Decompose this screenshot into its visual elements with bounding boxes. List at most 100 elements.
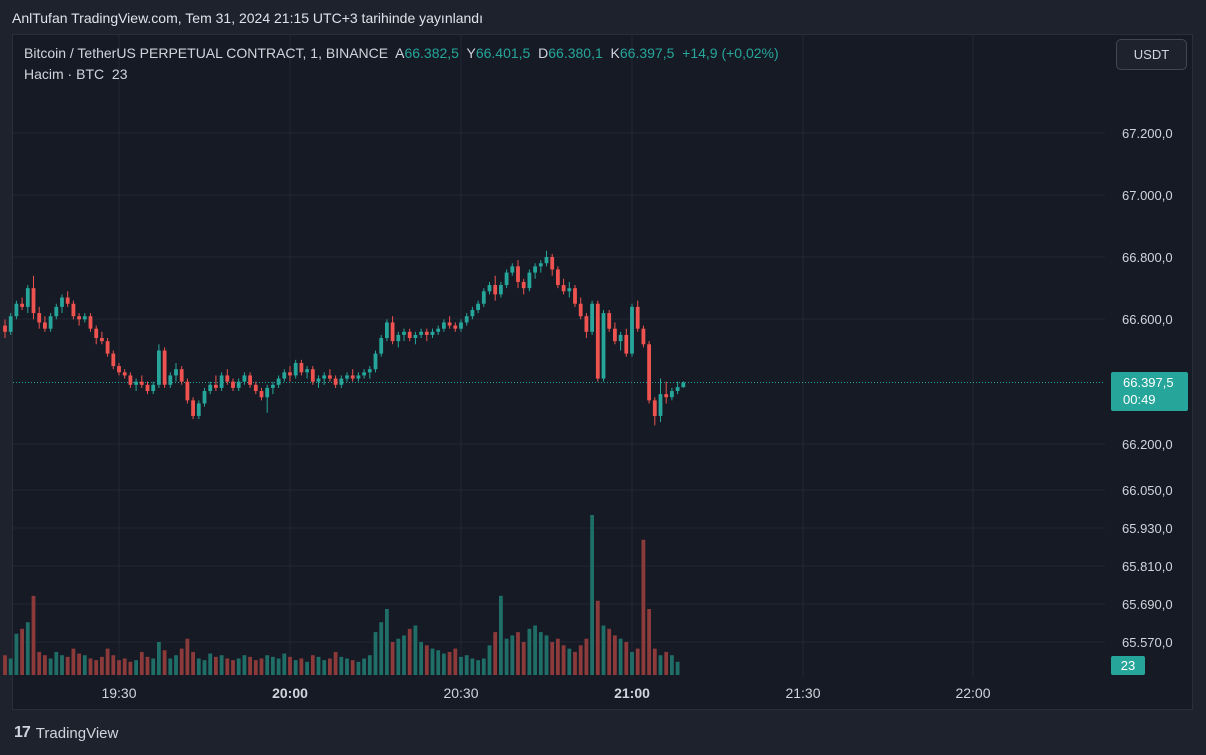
volume-bar (3, 655, 7, 675)
volume-bar (37, 651, 42, 675)
volume-bar (573, 651, 577, 675)
volume-bar (179, 648, 184, 675)
volume-label[interactable]: Hacim · BTC (24, 66, 105, 82)
candle-body (413, 334, 418, 339)
price-tick-label: 65.930,0 (1122, 521, 1173, 536)
candle-body (470, 309, 475, 317)
volume-bar (259, 658, 264, 675)
candle-body (550, 257, 555, 270)
candle-body (185, 381, 190, 401)
volume-bar (202, 660, 207, 675)
candle-body (8, 316, 13, 332)
volume-bar (117, 660, 121, 675)
candle-body (658, 394, 663, 416)
volume-bar (567, 648, 572, 675)
candle-body (493, 285, 498, 295)
volume-bar (476, 660, 480, 675)
volume-bar (641, 539, 646, 675)
change-value: +14,9 (+0,02%) (682, 45, 779, 61)
candle-body (459, 322, 463, 329)
candle-body (504, 272, 509, 286)
candle-body (607, 313, 612, 329)
volume-bar (533, 625, 537, 675)
volume-bar (556, 638, 560, 675)
currency-button[interactable]: USDT (1116, 39, 1187, 70)
volume-bar (288, 656, 292, 675)
candle-body (276, 378, 281, 385)
volume-bar (128, 661, 133, 675)
candle-body (225, 375, 230, 382)
volume-bar (613, 635, 617, 675)
volume-bar (385, 609, 389, 675)
candle-body (675, 387, 680, 392)
volume-bar (174, 655, 178, 675)
time-tick-label: 21:30 (785, 685, 820, 701)
volume-bar (464, 655, 469, 675)
candle-body (105, 341, 110, 354)
tradingview-logo-icon: 17 (14, 724, 31, 741)
volume-bar (630, 651, 634, 675)
candle-body (447, 322, 452, 326)
low-label: D (538, 45, 549, 61)
volume-bar (293, 660, 298, 675)
volume-bar (139, 651, 144, 675)
candle-body (402, 331, 406, 335)
volume-bar (271, 656, 275, 675)
price-tick-label: 66.800,0 (1122, 250, 1173, 265)
candle-body (396, 334, 401, 342)
volume-bar (236, 658, 241, 675)
volume-bar (196, 658, 201, 675)
candle-body (510, 266, 515, 273)
volume-bar (31, 595, 36, 675)
candle-body (310, 369, 315, 382)
volume-bar (362, 658, 366, 675)
candle-body (25, 288, 30, 307)
candle-body (436, 328, 441, 332)
volume-bar (231, 660, 235, 675)
volume-bar (390, 642, 395, 675)
high-value: 66.401,5 (475, 45, 531, 61)
volume-bar (14, 633, 19, 675)
volume-bar (561, 645, 566, 675)
candle-body (128, 375, 133, 385)
volume-bar (328, 658, 332, 675)
candle-body (407, 331, 412, 339)
publish-info: AnlTufan TradingView.com, Tem 31, 2024 2… (12, 10, 483, 26)
candle-body (362, 372, 366, 376)
candle-body (464, 316, 469, 323)
volume-bar (595, 600, 600, 675)
candle-body (424, 331, 429, 335)
price-tick-label: 65.690,0 (1122, 597, 1173, 612)
volume-bar (670, 655, 674, 675)
time-tick-label: 21:00 (614, 685, 650, 701)
candle-body (590, 303, 594, 332)
candle-body (54, 306, 59, 317)
candle-body (14, 303, 19, 317)
candle-body (487, 285, 492, 292)
candle-body (208, 384, 213, 392)
candle-body (618, 334, 623, 342)
candle-body (316, 378, 321, 382)
symbol-name[interactable]: Bitcoin / TetherUS PERPETUAL CONTRACT, 1… (24, 45, 389, 61)
footer-branding[interactable]: 17 TradingView (14, 724, 118, 742)
candle-body (350, 375, 355, 379)
volume-bar (424, 645, 429, 675)
candle-body (544, 257, 549, 264)
volume-bar (607, 628, 612, 675)
candle-body (573, 288, 577, 304)
close-label: K (610, 45, 620, 61)
volume-bar (310, 655, 315, 675)
price-tick-label: 66.600,0 (1122, 312, 1173, 327)
candle-body (356, 375, 361, 379)
volume-bar (43, 655, 47, 675)
low-value: 66.380,1 (548, 45, 603, 61)
price-tick-label: 65.570,0 (1122, 635, 1173, 650)
candle-body (322, 375, 327, 379)
price-tick-label: 67.000,0 (1122, 188, 1173, 203)
candle-body (453, 325, 458, 329)
volume-bar (675, 661, 680, 675)
bar-countdown: 00:49 (1123, 392, 1156, 407)
last-price-badge: 66.397,5 00:49 (1111, 372, 1188, 411)
volume-bar (430, 648, 435, 675)
